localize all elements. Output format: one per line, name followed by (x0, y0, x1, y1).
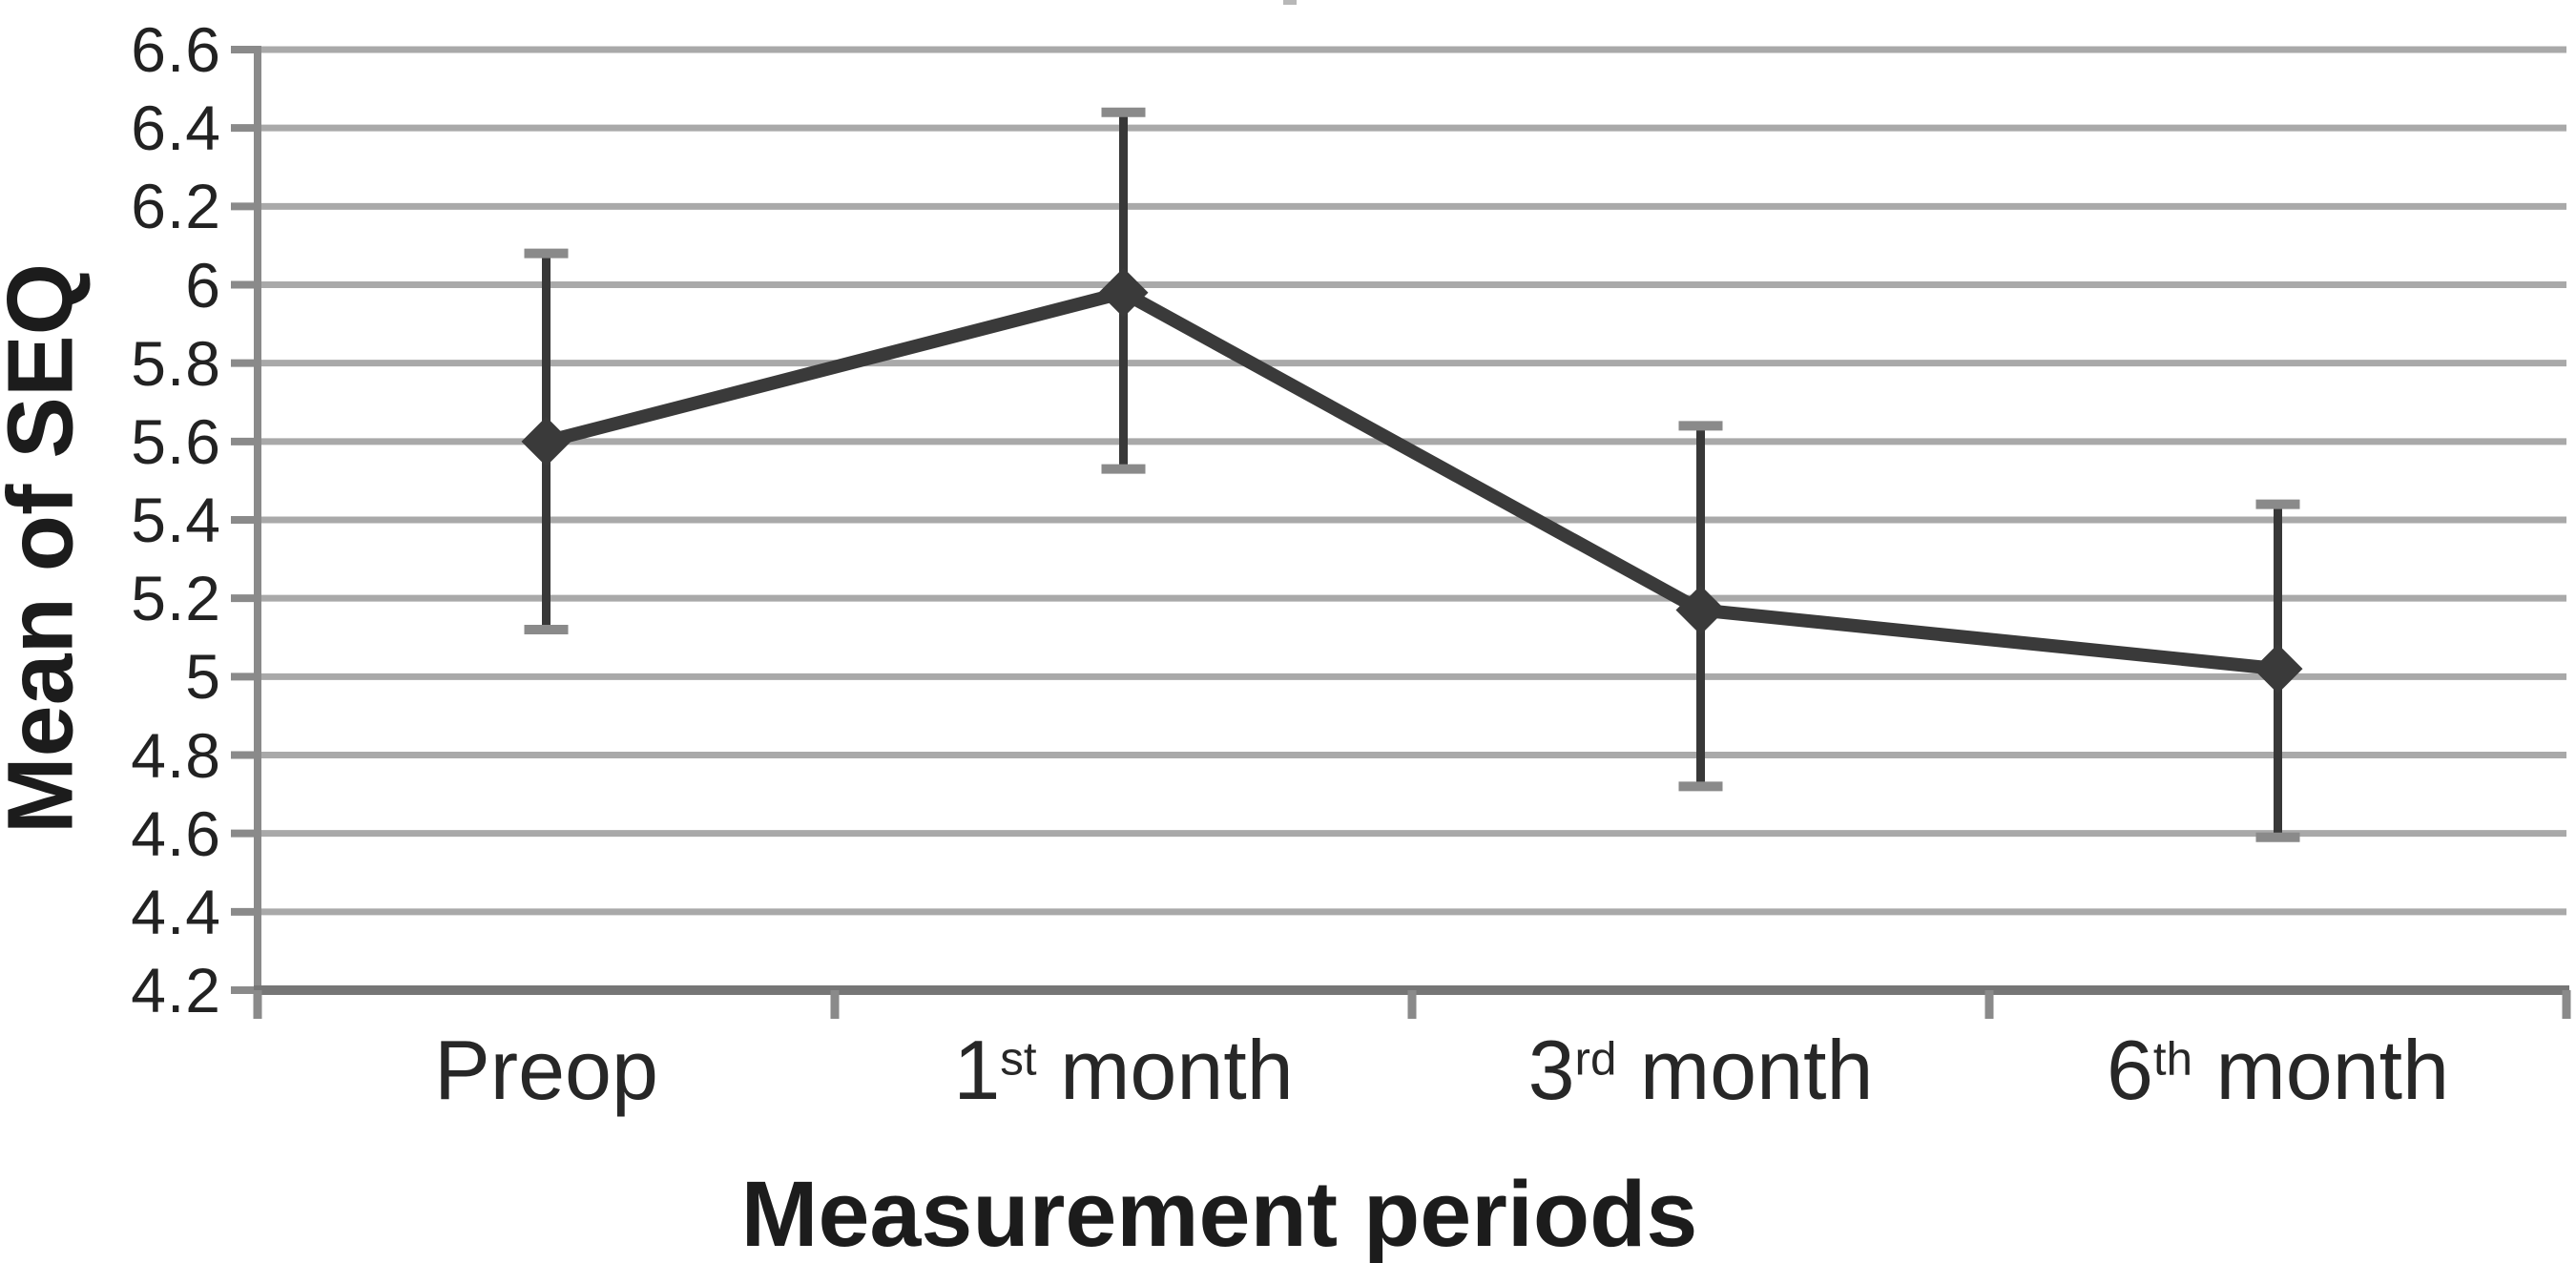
series-line-group (539, 285, 2285, 676)
series-line (539, 285, 2285, 676)
y-tick-label: 4.2 (131, 955, 221, 1025)
y-tick-label: 6.4 (131, 93, 221, 164)
y-tick-label: 6.6 (131, 14, 221, 85)
y-tick-label: 6.2 (131, 171, 221, 242)
data-point-marker (2253, 644, 2303, 694)
axes (254, 46, 2569, 1017)
data-point-marker (521, 416, 571, 466)
x-axis-title: Measurement periods (740, 1162, 1698, 1263)
y-tick-label: 5.6 (131, 405, 221, 477)
x-category-label: 3rd month (1527, 1023, 1874, 1117)
error-bars (524, 107, 2300, 842)
y-tick-label: 4.6 (131, 797, 221, 869)
y-tick-label: 4.8 (131, 719, 221, 791)
x-category-label: 1st month (953, 1023, 1294, 1117)
gridlines (258, 46, 2566, 994)
y-tick-label: 5.4 (131, 485, 221, 555)
y-tick-label: 6 (185, 249, 221, 321)
data-point-markers (521, 267, 2303, 694)
y-tick-label: 4.4 (131, 876, 221, 947)
y-axis-ticks (231, 46, 258, 994)
y-tick-label: 5.8 (131, 327, 221, 399)
cropped-title-fragment (1283, 0, 1297, 5)
x-axis-ticks (253, 990, 2571, 1019)
x-category-label: Preop (434, 1023, 658, 1117)
x-category-label: 6th month (2106, 1023, 2450, 1117)
data-point-marker (1098, 267, 1149, 318)
y-tick-label: 5.2 (131, 563, 221, 634)
y-axis-title: Mean of SEQ (0, 262, 93, 835)
data-point-marker (1675, 585, 1726, 635)
y-tick-label: 5 (185, 641, 221, 713)
